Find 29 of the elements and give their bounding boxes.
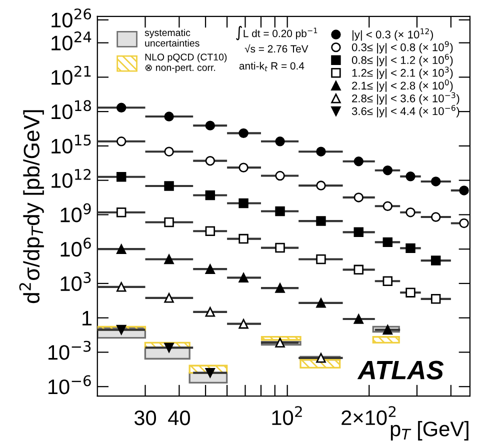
legend-label: 0.3≤ |y| < 0.8 (× 10$^{9}$)	[352, 41, 453, 54]
y-tick-label: 10$^{18}$	[52, 100, 91, 120]
y-axis-title: d$^{2}$σ/dp$_{T}$dy [pb/GeV]	[19, 110, 44, 304]
y-tick-label: 10$^{24}$	[52, 31, 92, 50]
y-tick-label: 1	[82, 311, 92, 326]
y-tick-label: 10$^{3}$	[60, 272, 91, 292]
legend-label: systematic uncertainties	[144, 28, 200, 47]
y-tick-label: 10$^{9}$	[60, 203, 91, 222]
annotation: anti-k$_{t}$ R = 0.4	[239, 62, 304, 72]
y-tick-label: 10$^{15}$	[52, 134, 91, 154]
x-tick-label: 40	[168, 410, 190, 426]
legend-label: 2.1≤ |y| < 2.8 (× 10$^{0}$)	[352, 79, 453, 92]
y-tick-label: 10$^{12}$	[52, 168, 91, 188]
legend-label: 2.8≤ |y| < 3.6 (× 10$^{−3}$)	[352, 92, 460, 105]
y-tick-label: 10$^{−3}$	[48, 340, 91, 360]
x-tick-label: 10$^{2}$	[272, 406, 302, 426]
y-tick-label: 10$^{−6}$	[48, 375, 91, 394]
legend-label: 1.2≤ |y| < 2.1 (× 10$^{3}$)	[352, 66, 453, 80]
annotation: ∫L dt = 0.20 pb$^{−1}$	[236, 26, 318, 40]
legend-label: NLO pQCD (CT10) ⊗ non-pert. corr.	[145, 53, 227, 73]
y-tick-label: 10$^{21}$	[52, 66, 91, 85]
legend-label: |y| < 0.3 (× 10$^{12}$)	[352, 28, 433, 41]
x-tick-label: 30	[134, 410, 156, 426]
legend-label: 0.8≤ |y| < 1.2 (× 10$^{6}$)	[352, 54, 453, 66]
y-tick-label: 10$^{26}$	[52, 8, 92, 28]
y-tick-label: 10$^{6}$	[60, 238, 91, 257]
legend-label: 3.6≤ |y| < 4.4 (× 10$^{−6}$)	[352, 104, 460, 118]
annotation: ATLAS	[357, 360, 444, 380]
annotation: √s = 2.76 TeV	[244, 44, 308, 53]
